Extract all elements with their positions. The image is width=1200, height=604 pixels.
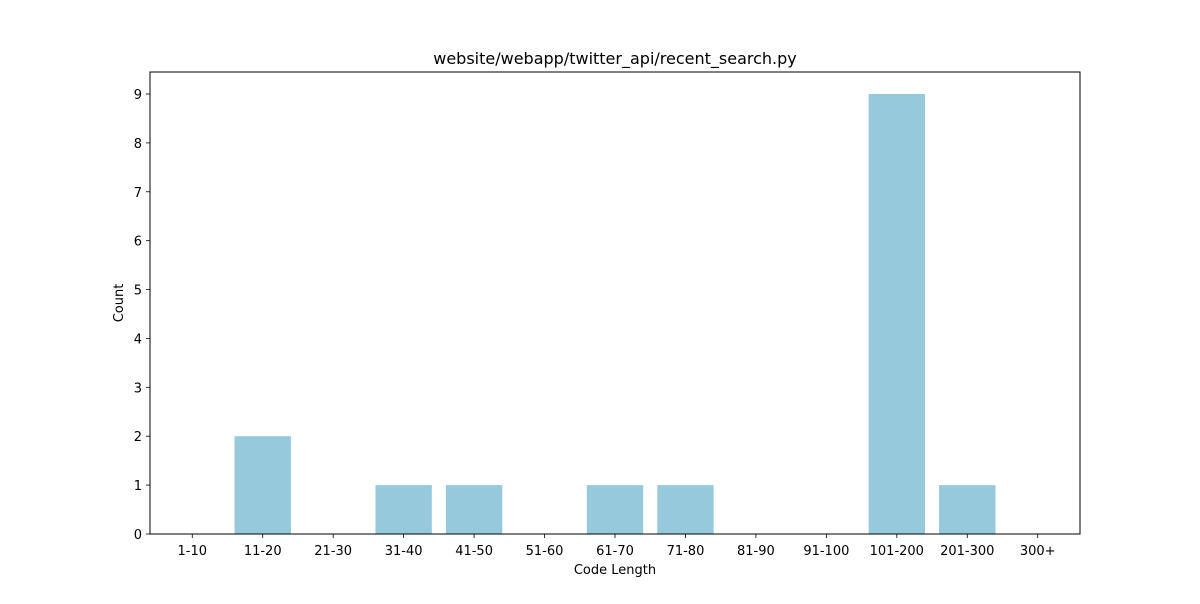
x-tick-label: 300+: [1020, 544, 1056, 559]
y-axis-ticks: 0 1 2 3 4 5 6 7 8 9: [134, 88, 150, 543]
x-tick-label: 51-60: [526, 544, 564, 559]
chart-title: website/webapp/twitter_api/recent_search…: [433, 49, 797, 69]
plot-area-frame: [149, 71, 1081, 535]
bar-41-50: [445, 485, 503, 534]
y-tick-label: 7: [134, 186, 142, 201]
y-tick-label: 8: [134, 137, 142, 152]
y-tick-label: 9: [134, 88, 142, 103]
bars-group: [234, 94, 996, 534]
x-axis-label: Code Length: [574, 563, 656, 578]
bar-11-20: [234, 436, 291, 534]
x-tick-label: 71-80: [667, 544, 705, 559]
y-tick-label: 1: [134, 479, 142, 494]
x-tick-label: 1-10: [178, 544, 208, 559]
bar-101-200: [868, 94, 925, 534]
x-tick-label: 201-300: [940, 544, 994, 559]
y-tick-label: 6: [134, 235, 142, 250]
bar-201-300: [939, 485, 996, 534]
x-tick-label: 21-30: [314, 544, 352, 559]
y-tick-label: 5: [134, 284, 142, 299]
x-tick-label: 31-40: [385, 544, 423, 559]
y-tick-label: 0: [134, 528, 142, 543]
x-tick-label: 11-20: [244, 544, 282, 559]
x-tick-label: 41-50: [455, 544, 493, 559]
y-axis-label: Count: [112, 284, 127, 323]
y-tick-label: 2: [134, 430, 142, 445]
x-tick-label: 81-90: [737, 544, 775, 559]
bar-71-80: [657, 485, 714, 534]
x-tick-label: 101-200: [870, 544, 924, 559]
y-tick-label: 3: [134, 381, 142, 396]
bar-31-40: [375, 485, 432, 534]
x-tick-label: 91-100: [803, 544, 849, 559]
bar-61-70: [586, 485, 644, 534]
x-axis-ticks: 1-10 11-20 21-30 31-40 41-50 51-60 61-70 71-80 8…: [178, 534, 1056, 559]
y-tick-label: 4: [134, 332, 142, 347]
x-tick-label: 61-70: [596, 544, 634, 559]
